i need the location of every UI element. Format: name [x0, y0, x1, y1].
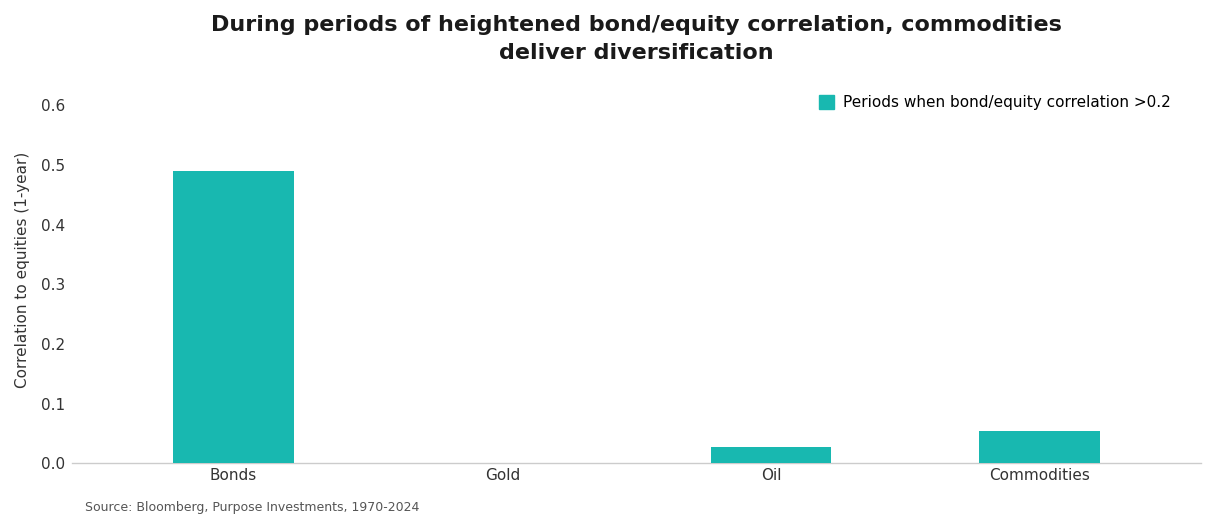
Legend: Periods when bond/equity correlation >0.2: Periods when bond/equity correlation >0.… — [818, 95, 1171, 110]
Text: Source: Bloomberg, Purpose Investments, 1970-2024: Source: Bloomberg, Purpose Investments, … — [85, 501, 420, 514]
Bar — [979, 431, 1100, 463]
Title: During periods of heightened bond/equity correlation, commodities
deliver divers: During periods of heightened bond/equity… — [212, 15, 1062, 63]
Y-axis label: Correlation to equities (1-year): Correlation to equities (1-year) — [15, 152, 30, 388]
Bar — [173, 171, 294, 463]
Bar — [710, 447, 832, 463]
